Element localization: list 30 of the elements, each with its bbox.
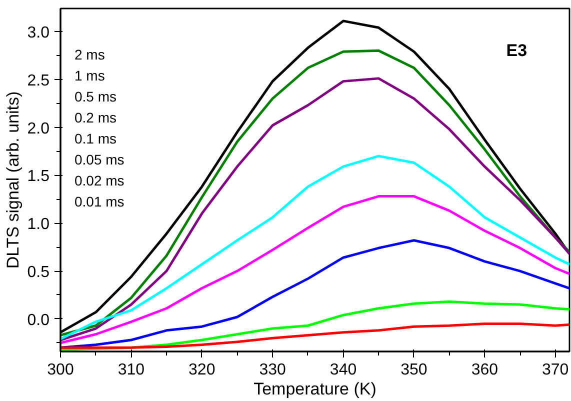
y-tick-label: 1.5	[27, 168, 50, 186]
annotation: 0.2 ms	[74, 110, 117, 126]
x-tick-label: 350	[400, 362, 428, 378]
line-series	[60, 154, 570, 340]
y-tick-label: 1.0	[27, 216, 50, 234]
annotation: 0.01 ms	[74, 194, 124, 210]
x-tick-label: 340	[330, 362, 357, 378]
y-tick-label: 3.0	[27, 24, 50, 42]
line-series	[60, 322, 570, 349]
x-tick-label: 300	[47, 362, 74, 378]
y-axis-title: DLTS signal (arb. units)	[3, 91, 22, 269]
x-tick-label: 310	[118, 362, 145, 378]
annotation: E3	[506, 41, 528, 60]
y-tick-label: 2.5	[27, 72, 50, 90]
x-tick-label: 360	[471, 362, 498, 378]
x-tick-label: 320	[188, 362, 216, 378]
annotation: 0.02 ms	[74, 172, 124, 188]
y-tick-label: 0.0	[27, 312, 50, 329]
annotation: 0.1 ms	[74, 130, 117, 146]
annotation: 1 ms	[74, 68, 105, 84]
y-tick-label: 2.0	[27, 120, 50, 138]
line-series	[60, 195, 570, 344]
y-tick-label: 0.5	[27, 264, 50, 282]
annotation: 2 ms	[74, 46, 105, 62]
x-axis-title: Temperature (K)	[254, 380, 376, 398]
x-tick-label: 370	[542, 362, 569, 378]
annotation: 0.5 ms	[74, 88, 117, 104]
annotation: 0.05 ms	[74, 152, 124, 168]
line-series	[60, 239, 570, 349]
x-tick-label: 330	[259, 362, 286, 378]
